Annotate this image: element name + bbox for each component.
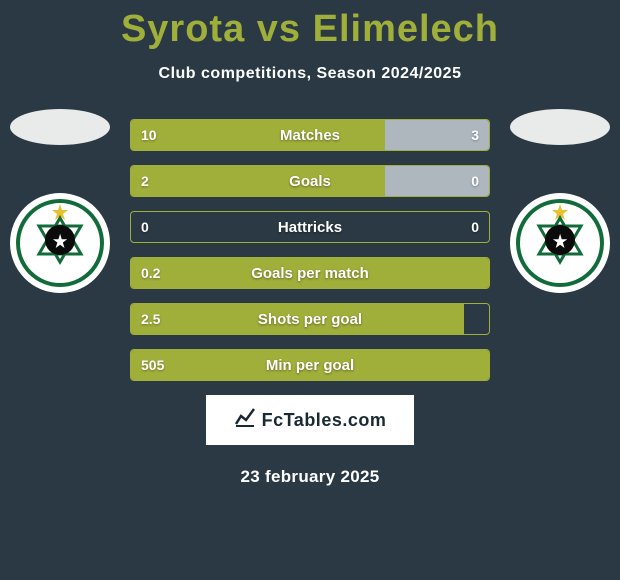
subtitle: Club competitions, Season 2024/2025 — [0, 65, 620, 83]
player-left-club-badge — [10, 193, 110, 293]
player-right-head-placeholder — [510, 109, 610, 145]
comparison-panel: 103Matches 20Goals 00Hattricks 0.2Goals per… — [0, 119, 620, 487]
club-badge-icon — [515, 198, 605, 288]
date-text: 23 february 2025 — [0, 467, 620, 487]
stat-bar-left — [131, 166, 385, 196]
player-right-club-badge — [510, 193, 610, 293]
stat-row: 0.2Goals per match — [130, 257, 490, 289]
stat-row: 2.5Shots per goal — [130, 303, 490, 335]
player-left-head-placeholder — [10, 109, 110, 145]
stat-row: 00Hattricks — [130, 211, 490, 243]
stat-bar-right — [385, 166, 489, 196]
stat-bar-left — [131, 258, 489, 288]
page-title: Syrota vs Elimelech — [0, 0, 620, 51]
stat-bar-left — [131, 304, 464, 334]
club-badge-icon — [15, 198, 105, 288]
stat-row: 505Min per goal — [130, 349, 490, 381]
chart-icon — [234, 406, 256, 434]
stat-bar-spacer — [464, 304, 489, 334]
player-right-avatar-column — [510, 109, 610, 409]
source-logo-text: FcTables.com — [262, 410, 387, 431]
stat-bar-spacer — [131, 212, 489, 242]
stat-row: 20Goals — [130, 165, 490, 197]
stat-bar-left — [131, 350, 489, 380]
player-left-avatar-column — [10, 109, 110, 409]
source-logo-box: FcTables.com — [206, 395, 414, 445]
stat-bar-right — [385, 120, 489, 150]
stats-bars: 103Matches 20Goals 00Hattricks 0.2Goals per… — [130, 119, 490, 381]
stat-row: 103Matches — [130, 119, 490, 151]
stat-bar-left — [131, 120, 385, 150]
